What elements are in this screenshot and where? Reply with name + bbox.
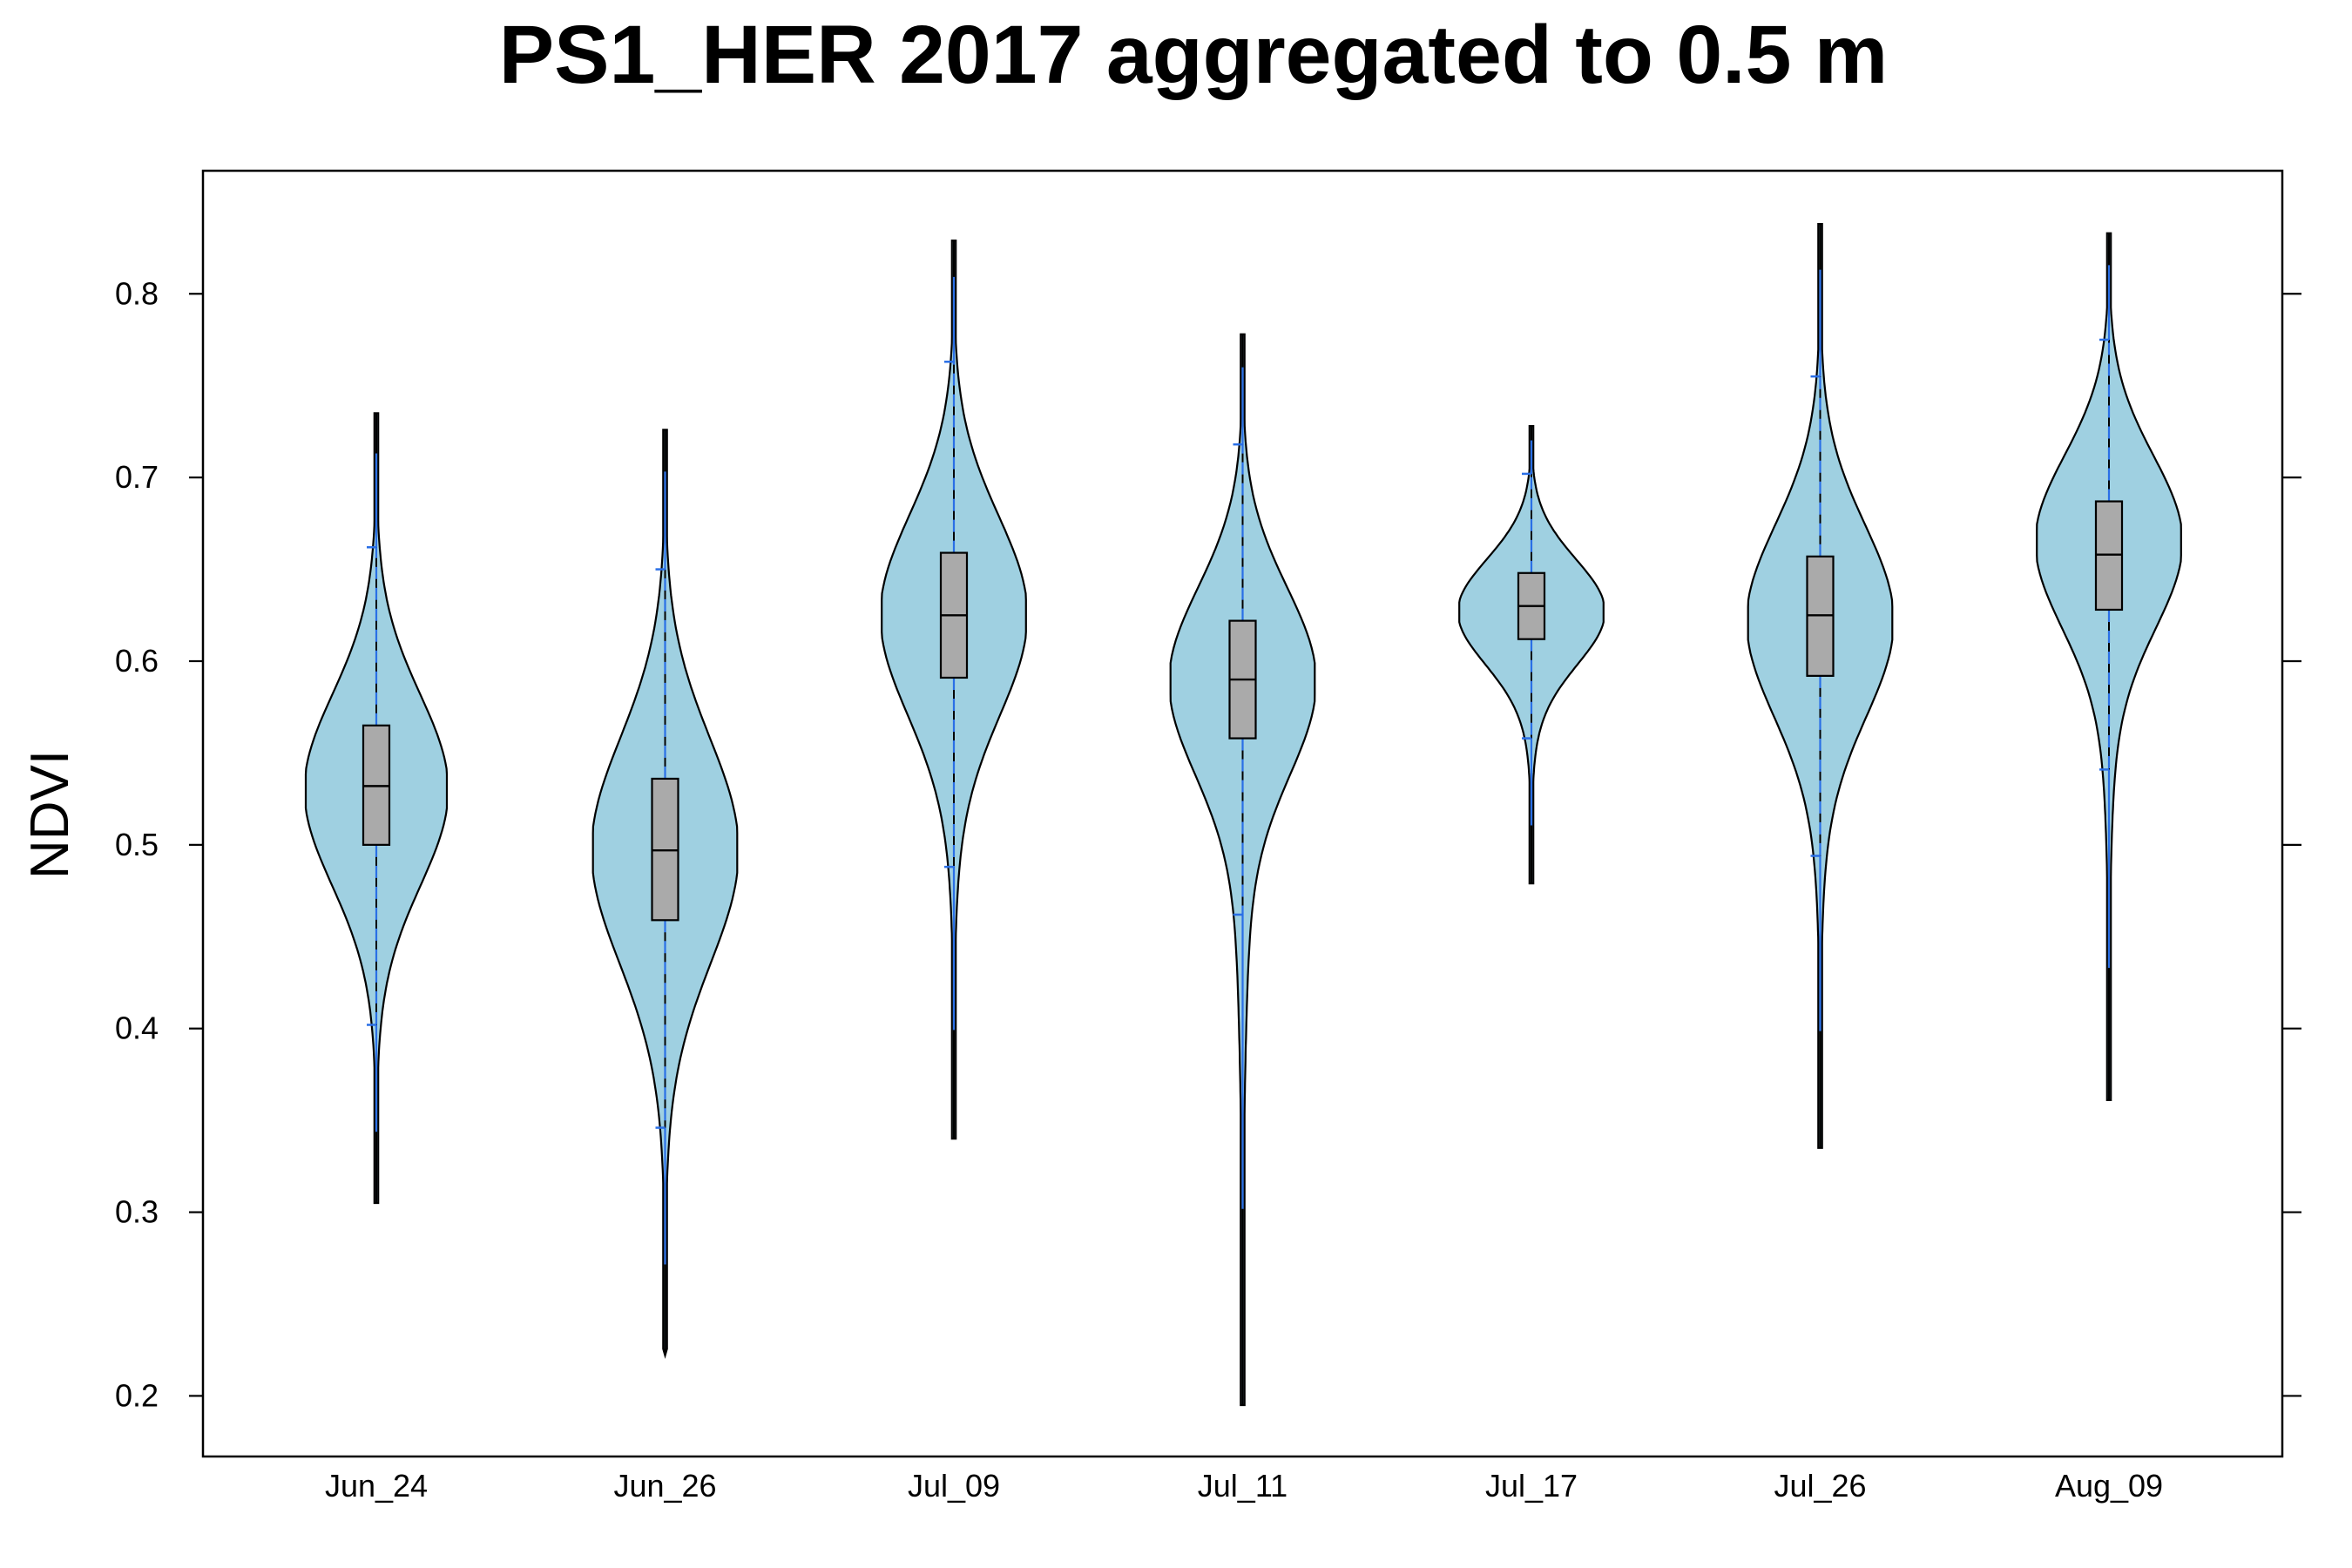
x-tick-label: Jun_26: [613, 1468, 716, 1504]
y-tick-label: 0.3: [115, 1194, 159, 1230]
violin-Jul_11: [1169, 333, 1316, 1407]
violin-Jul_17: [1458, 425, 1605, 885]
axes-layer: Jun_24 Jun_26 Jul_09 Jul_11 Jul_17 Jul_26 Aug_…: [115, 275, 2301, 1504]
plot-frame: [201, 169, 2284, 1458]
x-tick-label: Jun_24: [325, 1468, 428, 1504]
violin-Jun_26: [591, 429, 739, 1359]
violin-Aug_09: [2036, 232, 2182, 1101]
y-axis-label: NDVI: [20, 750, 80, 879]
chart-title: PS1_HER 2017 aggregated to 0.5 m: [499, 9, 1889, 101]
y-tick-label: 0.4: [115, 1010, 159, 1046]
y-tick-label: 0.7: [115, 459, 159, 495]
x-tick-label: Jul_17: [1485, 1468, 1578, 1504]
x-tick-label: Aug_09: [2055, 1468, 2163, 1504]
y-tick-label: 0.8: [115, 275, 159, 311]
y-tick-label: 0.2: [115, 1377, 159, 1413]
violin-Jul_26: [1747, 223, 1894, 1149]
violins-layer: [304, 223, 2182, 1407]
x-tick-label: Jul_11: [1198, 1468, 1288, 1504]
violin-Jul_09: [881, 240, 1027, 1140]
y-tick-label: 0.5: [115, 827, 159, 862]
violin-Jun_24: [304, 412, 449, 1205]
x-tick-label: Jul_09: [908, 1468, 1000, 1504]
x-tick-label: Jul_26: [1774, 1468, 1866, 1504]
y-tick-label: 0.6: [115, 643, 159, 679]
